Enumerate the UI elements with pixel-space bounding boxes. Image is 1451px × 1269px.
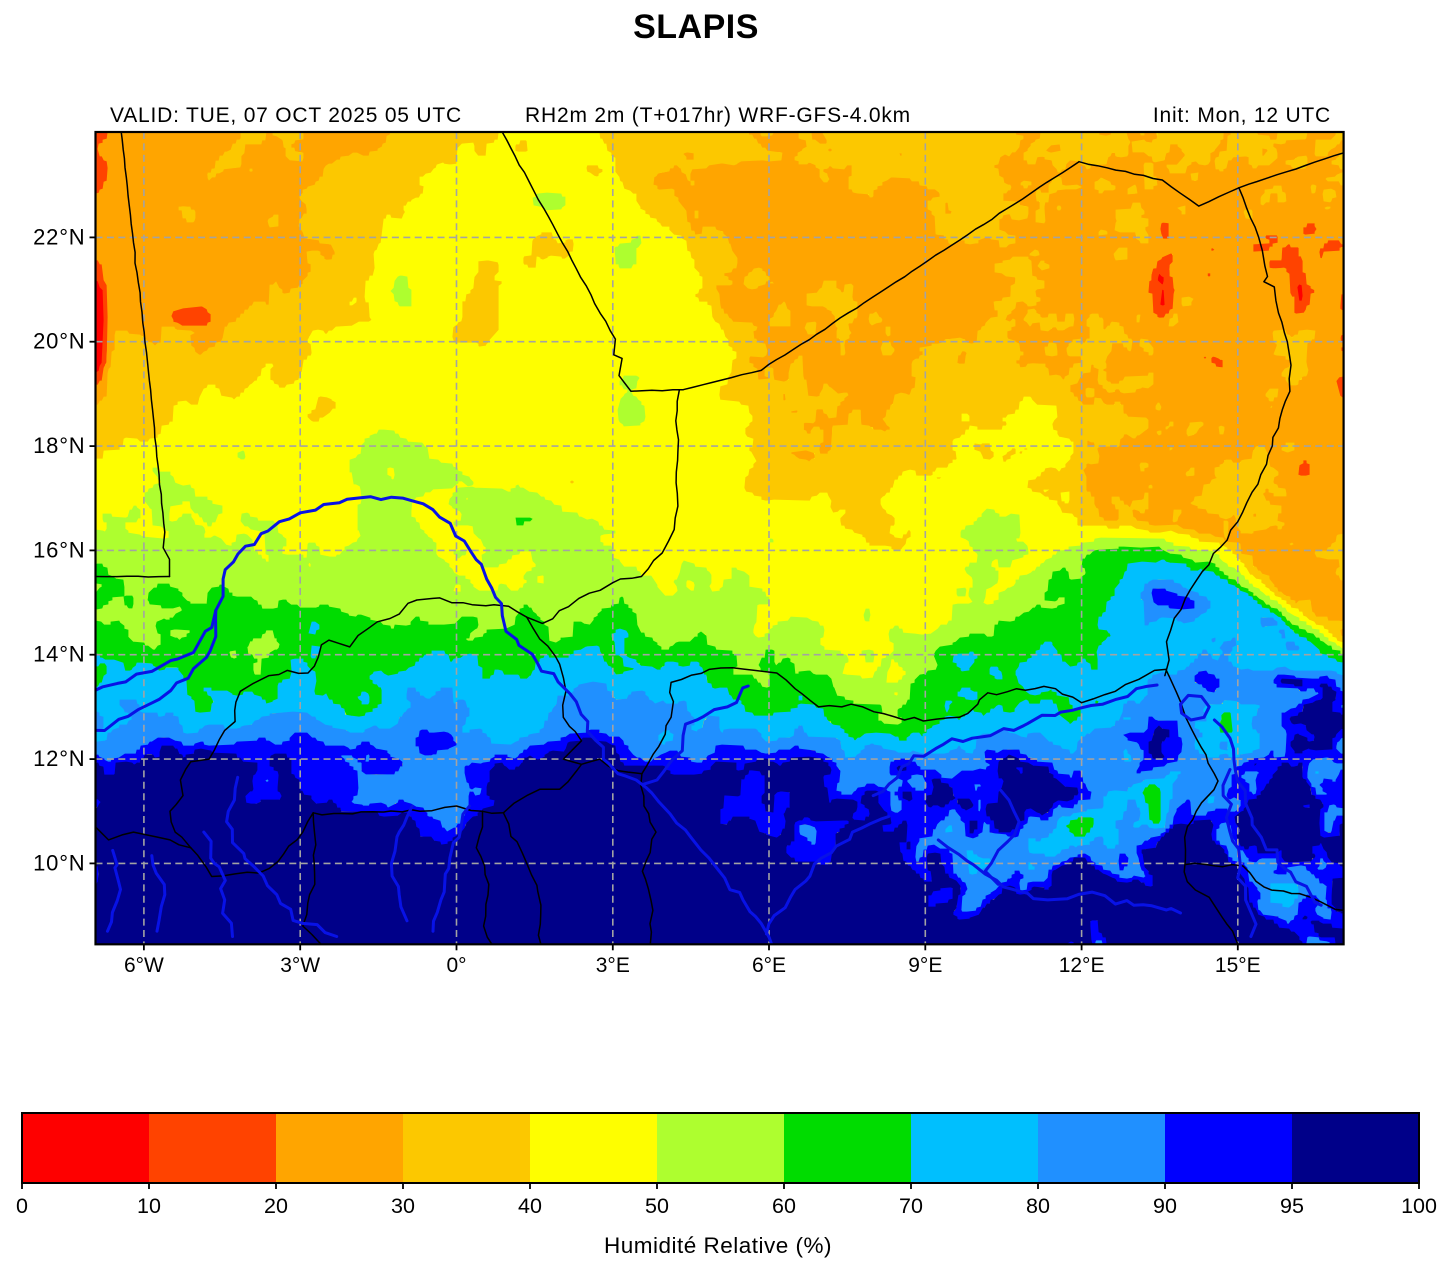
svg-text:6°W: 6°W — [124, 954, 164, 977]
svg-text:60: 60 — [772, 1194, 796, 1218]
svg-text:100: 100 — [1401, 1194, 1437, 1218]
svg-text:80: 80 — [1026, 1194, 1050, 1218]
svg-text:12°N: 12°N — [33, 746, 85, 771]
svg-text:30: 30 — [391, 1194, 415, 1218]
svg-text:20: 20 — [264, 1194, 288, 1218]
svg-text:18°N: 18°N — [33, 433, 85, 458]
svg-text:RH2m 2m (T+017hr) WRF-GFS-4.0k: RH2m 2m (T+017hr) WRF-GFS-4.0km — [525, 104, 911, 127]
svg-text:VALID: TUE, 07 OCT 2025 05 UTC: VALID: TUE, 07 OCT 2025 05 UTC — [110, 104, 462, 127]
svg-text:50: 50 — [645, 1194, 669, 1218]
svg-text:0: 0 — [16, 1194, 28, 1218]
svg-text:3°W: 3°W — [280, 954, 320, 977]
svg-text:Humidité Relative (%): Humidité Relative (%) — [604, 1233, 832, 1258]
svg-text:0°: 0° — [446, 954, 466, 977]
svg-text:14°N: 14°N — [33, 642, 85, 667]
svg-text:40: 40 — [518, 1194, 542, 1218]
svg-text:20°N: 20°N — [33, 329, 85, 354]
svg-text:16°N: 16°N — [33, 537, 85, 562]
svg-text:10: 10 — [137, 1194, 161, 1218]
svg-text:3°E: 3°E — [596, 954, 630, 977]
svg-text:10°N: 10°N — [33, 850, 85, 875]
svg-text:6°E: 6°E — [752, 954, 786, 977]
svg-text:12°E: 12°E — [1059, 954, 1105, 977]
svg-text:SLAPIS: SLAPIS — [633, 8, 759, 46]
svg-text:Init: Mon, 12 UTC: Init: Mon, 12 UTC — [1153, 104, 1331, 127]
svg-text:22°N: 22°N — [33, 224, 85, 249]
svg-text:15°E: 15°E — [1215, 954, 1261, 977]
svg-text:90: 90 — [1153, 1194, 1177, 1218]
svg-text:9°E: 9°E — [908, 954, 942, 977]
svg-text:70: 70 — [899, 1194, 923, 1218]
svg-text:95: 95 — [1280, 1194, 1304, 1218]
